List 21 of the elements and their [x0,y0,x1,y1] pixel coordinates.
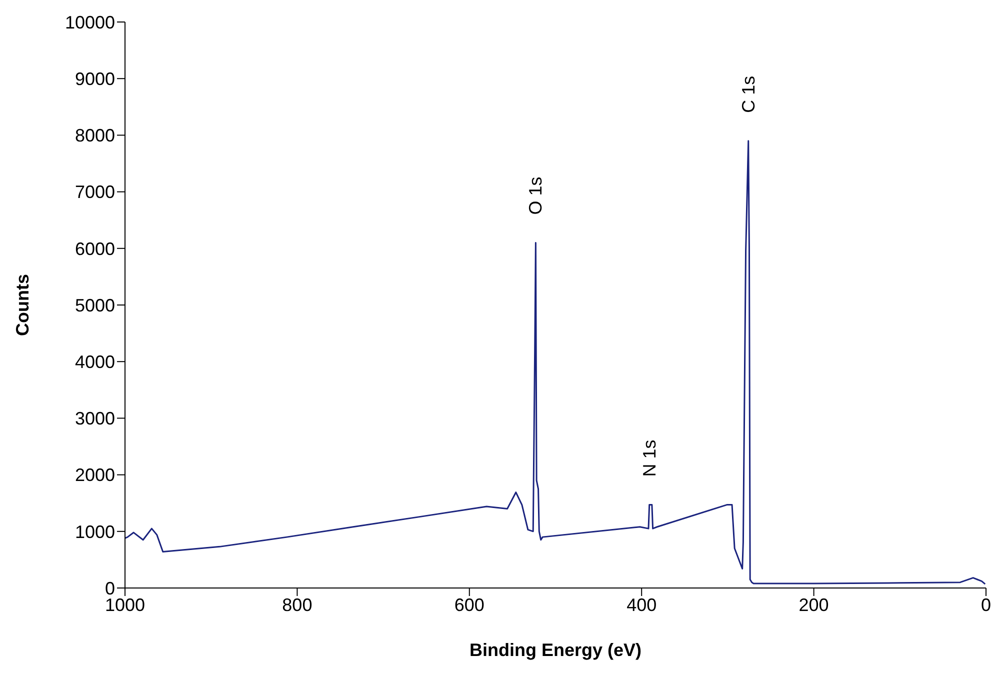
x-tick-label: 0 [980,594,991,615]
annotation: C 1s [738,76,758,113]
y-tick-label: 4000 [74,352,115,372]
y-tick-label: 2000 [74,465,115,486]
x-tick-label: 400 [626,594,657,615]
y-tick-label: 6000 [74,238,115,259]
y-tick-label: 3000 [74,408,115,429]
y-tick-label: 7000 [74,182,115,202]
x-tick-label: 800 [282,594,312,615]
annotation: O 1s [526,176,546,215]
y-tick-label: 10000 [64,12,115,32]
y-tick-label: 8000 [74,126,115,146]
annotation: N 1s [639,440,660,477]
y-tick-label: 5000 [74,295,115,316]
y-tick-label: 9000 [74,68,115,89]
line-series [125,140,986,585]
y-tick-label: 1000 [74,522,115,542]
x-tick-label: 600 [454,594,484,615]
x-axis-title: Binding Energy (eV) [469,640,642,660]
x-tick-label: 200 [798,594,829,615]
y-axis-title: Counts [12,274,32,336]
